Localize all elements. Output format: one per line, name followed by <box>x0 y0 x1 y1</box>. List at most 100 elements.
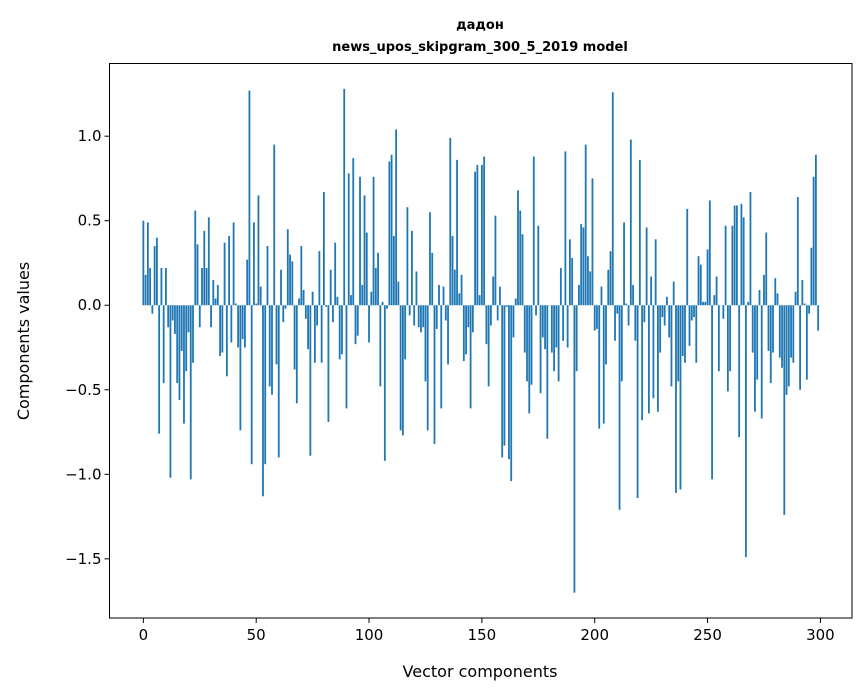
x-tick-label: 300 <box>806 626 835 644</box>
bar-295 <box>808 305 810 313</box>
bar-204 <box>603 305 605 423</box>
bar-160 <box>504 305 506 445</box>
bar-147 <box>474 172 476 306</box>
bar-116 <box>404 305 406 359</box>
bar-89 <box>343 89 345 305</box>
bar-200 <box>594 305 596 330</box>
bar-32 <box>215 298 217 305</box>
bar-245 <box>695 305 697 362</box>
bar-260 <box>729 305 731 371</box>
bar-92 <box>350 295 352 305</box>
bar-294 <box>806 305 808 379</box>
y-tick-label: −1.0 <box>65 465 101 483</box>
bar-72 <box>305 305 307 319</box>
bar-39 <box>230 305 232 342</box>
bar-95 <box>357 305 359 335</box>
x-tick-label: 100 <box>355 626 384 644</box>
bar-35 <box>221 305 223 352</box>
bar-4 <box>151 305 153 313</box>
bar-292 <box>801 280 803 305</box>
bar-38 <box>228 236 230 305</box>
bar-149 <box>479 295 481 305</box>
x-tick-label: 50 <box>247 626 266 644</box>
bar-13 <box>172 305 174 320</box>
bar-22 <box>192 305 194 362</box>
bar-253 <box>713 295 715 305</box>
bar-278 <box>770 305 772 383</box>
bar-85 <box>334 243 336 306</box>
bar-90 <box>346 305 348 408</box>
bar-2 <box>147 222 149 305</box>
bar-222 <box>643 305 645 322</box>
bar-198 <box>589 271 591 305</box>
bar-140 <box>458 293 460 305</box>
bar-237 <box>677 305 679 381</box>
bar-269 <box>750 192 752 305</box>
bar-47 <box>249 91 251 306</box>
bar-20 <box>188 305 190 332</box>
bar-243 <box>691 305 693 320</box>
bar-84 <box>332 305 334 322</box>
bar-272 <box>756 305 758 379</box>
bar-298 <box>815 155 817 305</box>
bar-62 <box>282 305 284 322</box>
bar-54 <box>264 305 266 464</box>
bar-82 <box>328 305 330 422</box>
bar-297 <box>813 177 815 305</box>
bar-254 <box>716 277 718 306</box>
bar-53 <box>262 305 264 496</box>
bar-71 <box>303 290 305 305</box>
bar-201 <box>596 305 598 329</box>
bar-271 <box>754 305 756 412</box>
bar-69 <box>298 298 300 305</box>
bar-203 <box>601 287 603 306</box>
bar-126 <box>427 305 429 430</box>
bar-176 <box>540 305 542 393</box>
bar-255 <box>718 305 720 371</box>
bar-228 <box>657 305 659 412</box>
x-tick-label: 250 <box>693 626 722 644</box>
bar-235 <box>673 282 675 306</box>
bar-63 <box>285 305 287 308</box>
bar-262 <box>734 206 736 306</box>
bar-91 <box>348 173 350 305</box>
bar-217 <box>632 285 634 305</box>
bar-41 <box>235 304 237 306</box>
bar-48 <box>251 305 253 464</box>
bar-123 <box>420 305 422 332</box>
y-axis-ticks: −1.5−1.0−0.50.00.51.0 <box>65 127 109 568</box>
bar-170 <box>526 305 528 381</box>
bar-94 <box>355 305 357 344</box>
bar-139 <box>456 160 458 305</box>
bar-282 <box>779 305 781 357</box>
bar-290 <box>797 197 799 305</box>
bar-96 <box>359 177 361 305</box>
bar-190 <box>571 258 573 305</box>
bar-30 <box>210 305 212 327</box>
bar-66 <box>291 261 293 305</box>
bar-247 <box>700 265 702 306</box>
bar-129 <box>434 305 436 444</box>
bar-125 <box>425 305 427 381</box>
bar-192 <box>576 305 578 371</box>
bar-3 <box>149 268 151 305</box>
bar-40 <box>233 222 235 305</box>
bar-279 <box>772 305 774 352</box>
bar-240 <box>684 305 686 362</box>
bar-65 <box>289 255 291 306</box>
bar-291 <box>799 305 801 390</box>
bar-26 <box>201 268 203 305</box>
bar-239 <box>682 305 684 356</box>
bar-12 <box>170 305 172 477</box>
bar-225 <box>650 277 652 306</box>
bar-165 <box>515 298 517 305</box>
bar-212 <box>621 305 623 381</box>
bar-8 <box>161 268 163 305</box>
bar-281 <box>777 293 779 305</box>
bar-274 <box>761 305 763 418</box>
bar-44 <box>242 305 244 339</box>
x-tick-label: 200 <box>580 626 609 644</box>
bar-164 <box>513 305 515 337</box>
bar-45 <box>244 305 246 347</box>
bar-150 <box>481 165 483 305</box>
